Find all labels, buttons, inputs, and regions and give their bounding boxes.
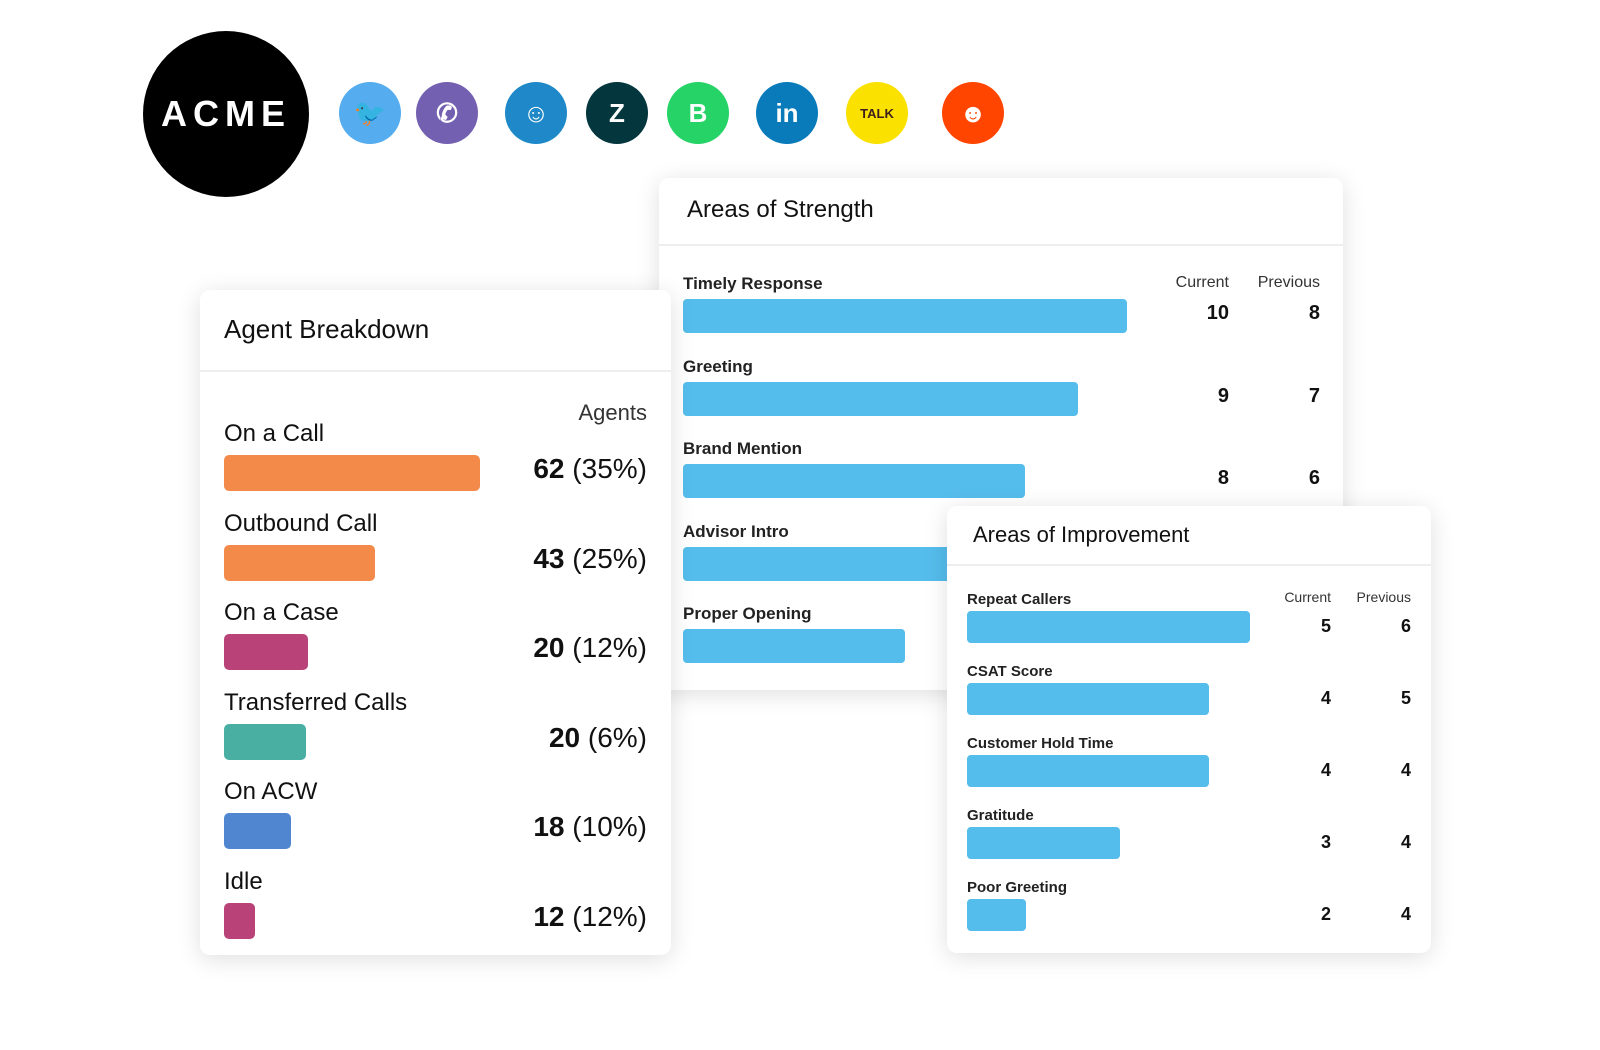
agent-bar [224,634,309,671]
previous-value: 5 [1400,688,1411,708]
column-agents: Agents [578,400,648,425]
agent-bar [224,813,291,850]
column-previous: Previous [1257,274,1320,291]
agent-value: 20 (6%) [549,722,647,754]
previous-value: 6 [1400,616,1411,636]
column-previous: Previous [1356,589,1411,605]
acme-logo: ACME [143,31,309,197]
current-value: 8 [1217,467,1229,489]
strength-bar [683,546,972,581]
row-label: Idle [224,868,263,895]
previous-value: 7 [1308,384,1320,407]
agent-value: 20 (12%) [533,632,647,664]
agent-count: 12 [533,901,565,932]
areas-of-improvement-card: Areas of Improvement Current Previous Re… [947,506,1431,953]
row-label: Transferred Calls [224,688,408,716]
current-value: 2 [1320,904,1331,924]
row-label: Customer Hold Time [967,735,1114,752]
agent-bar [224,544,376,581]
row-label: Gratitude [967,807,1034,824]
agent-percent: (6%) [587,721,647,753]
previous-value: 4 [1400,760,1411,780]
kakaotalk-icon[interactable]: TALK [846,82,908,144]
current-value: 5 [1320,616,1331,636]
agent-bar [224,903,255,939]
agent-count: 18 [533,811,565,843]
agent-count: 20 [548,721,581,753]
chat-smile-icon[interactable]: ☺ [505,82,567,144]
linkedin-icon[interactable]: in [756,82,818,144]
current-value: 4 [1320,760,1331,780]
row-label: Poor Greeting [967,879,1068,896]
improvement-bar [967,755,1209,787]
row-label: CSAT Score [967,663,1053,680]
row-label: Greeting [683,356,753,376]
row-label: Timely Response [683,274,823,293]
agent-count: 43 [533,542,565,574]
current-value: 9 [1217,384,1229,407]
previous-value: 4 [1400,832,1411,852]
agent-percent: (35%) [572,453,647,484]
improvement-bar [967,827,1120,859]
agent-bar [224,455,480,491]
column-current: Current [1284,589,1331,605]
improvement-bar [967,611,1250,643]
previous-value: 4 [1400,904,1411,924]
twitter-icon[interactable]: 🐦 [339,82,401,144]
agent-value: 18 (10%) [533,811,647,843]
improvement-bar [967,683,1209,715]
row-label: On a Case [224,599,339,627]
agent-bar [224,723,306,760]
agent-percent: (10%) [572,811,647,843]
agent-percent: (12%) [572,901,647,932]
strength-bar [683,381,1079,416]
agent-breakdown-card: Agent Breakdown Agents On a Call 62 (35%)… [200,290,671,955]
agent-count: 20 [533,632,565,664]
row-label: Proper Opening [683,604,812,623]
row-label: Brand Mention [683,439,802,458]
row-label: On a Call [224,420,325,447]
strength-bar [683,464,1025,498]
card-title: Areas of Improvement [947,506,1431,566]
strength-bar [683,629,905,663]
agent-percent: (12%) [572,632,647,664]
row-label: Outbound Call [224,509,378,537]
agent-value: 62 (35%) [533,453,647,485]
card-title: Areas of Strength [659,178,1343,246]
previous-value: 8 [1308,302,1320,324]
zendesk-icon[interactable]: Z [586,82,648,144]
improvement-bar [967,899,1027,931]
previous-value: 6 [1308,467,1320,489]
card-title: Agent Breakdown [200,290,671,372]
agent-value: 43 (25%) [533,543,647,575]
viber-icon[interactable]: ✆ [416,82,478,144]
strength-bar [683,299,1127,333]
reddit-icon[interactable]: ☻ [942,82,1004,144]
current-value: 4 [1320,688,1331,708]
agent-percent: (25%) [572,542,647,574]
row-label: Repeat Callers [967,591,1072,608]
row-label: On ACW [224,778,318,806]
agent-count: 62 [533,453,565,484]
row-label: Advisor Intro [683,521,789,541]
current-value: 10 [1206,302,1229,324]
whatsapp-business-icon[interactable]: B [667,82,729,144]
agent-value: 12 (12%) [533,901,647,933]
current-value: 3 [1320,832,1331,852]
column-current: Current [1175,274,1229,291]
